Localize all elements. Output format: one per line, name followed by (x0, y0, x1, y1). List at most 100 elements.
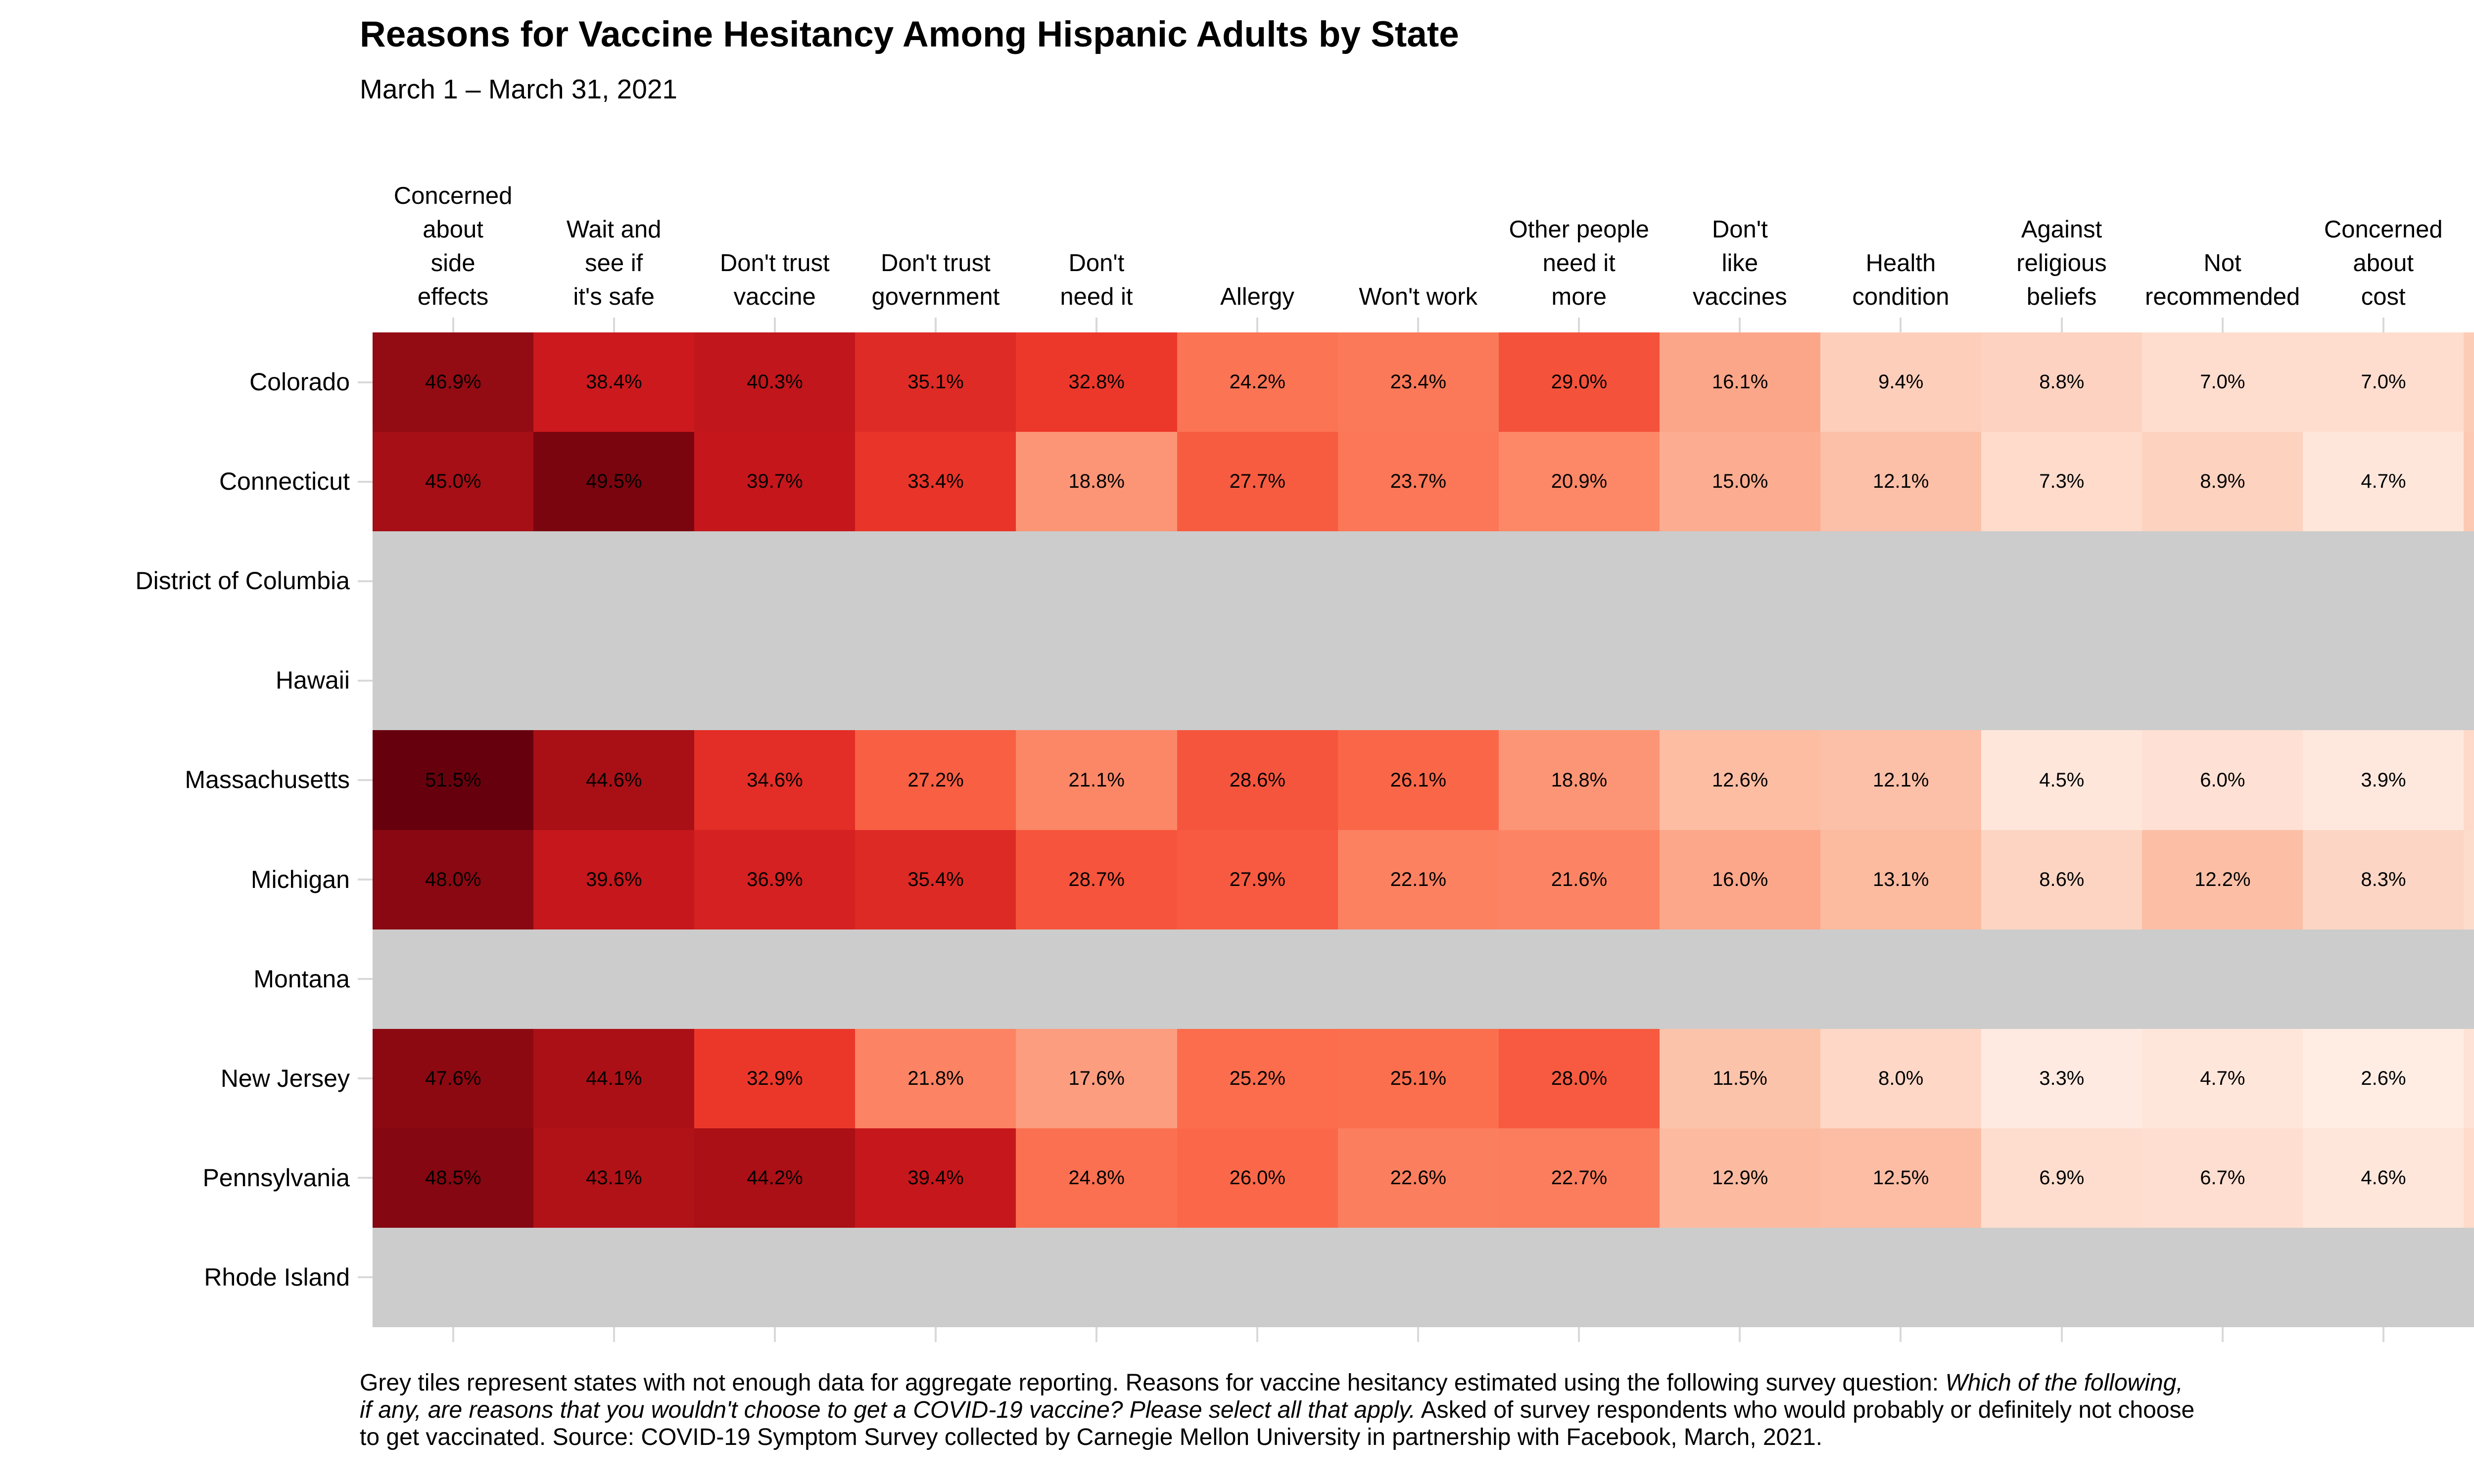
heatmap-cell (2303, 531, 2464, 631)
axis-tick-top (613, 318, 615, 332)
footnote-line-1: Grey tiles represent states with not eno… (360, 1370, 2183, 1396)
column-header: Health condition (1852, 250, 1950, 310)
axis-tick-bottom (934, 1327, 937, 1342)
heatmap-cell: 8.6% (1981, 830, 2142, 930)
heatmap-cell (694, 531, 856, 631)
heatmap-cell (1981, 531, 2142, 631)
heatmap-cell: 7.8% (2464, 730, 2474, 830)
heatmap-cell (855, 631, 1016, 731)
heatmap-cell: 12.1% (1820, 730, 1982, 830)
axis-tick-bottom (1578, 1327, 1580, 1342)
column-header: Don't need it (1060, 250, 1133, 310)
heatmap-cell (533, 929, 695, 1029)
heatmap-cell: 27.9% (1177, 830, 1338, 930)
heatmap-cell: 40.3% (694, 332, 856, 432)
row-label: Montana (253, 965, 350, 993)
heatmap-cell: 6.0% (2142, 730, 2303, 830)
heatmap-cell: 5.7% (2464, 1028, 2474, 1129)
heatmap-cell: 13.1% (1820, 830, 1982, 930)
heatmap-cell (2303, 929, 2464, 1029)
heatmap-cell: 47.6% (373, 1028, 534, 1129)
row-label: Colorado (249, 368, 350, 396)
heatmap-cell: 26.1% (1337, 730, 1499, 830)
heatmap-cell: 18.8% (1016, 432, 1177, 532)
heatmap-cell: 28.0% (1498, 1028, 1660, 1129)
chart-subtitle: March 1 – March 31, 2021 (360, 74, 678, 104)
heatmap-cell (1659, 531, 1821, 631)
heatmap-cell: 22.1% (1337, 830, 1499, 930)
heatmap-cell: 24.8% (1016, 1128, 1177, 1228)
axis-tick-left (358, 978, 373, 980)
column-header: Don't like vaccines (1693, 216, 1787, 310)
heatmap-cell (694, 1227, 856, 1328)
heatmap-cell (1820, 631, 1982, 731)
heatmap-cell: 20.9% (1498, 432, 1660, 532)
heatmap-cell: 25.1% (1337, 1028, 1499, 1129)
heatmap-cell: 45.0% (373, 432, 534, 532)
heatmap-cell (1498, 531, 1660, 631)
heatmap-cell: 51.5% (373, 730, 534, 830)
heatmap-cell: 12.1% (1820, 432, 1982, 532)
heatmap-cell (1498, 631, 1660, 731)
heatmap-cell: 43.1% (533, 1128, 695, 1228)
heatmap-cell: 8.8% (1981, 332, 2142, 432)
heatmap-cell (2142, 929, 2303, 1029)
heatmap-cell: 27.7% (1177, 432, 1338, 532)
heatmap-cell (2464, 929, 2474, 1029)
heatmap-cell: 9.4% (1820, 332, 1982, 432)
heatmap-cell: 12.9% (1659, 1128, 1821, 1228)
heatmap-cell: 6.9% (1981, 1128, 2142, 1228)
footnote-line-2: if any, are reasons that you wouldn't ch… (360, 1397, 2195, 1423)
heatmap-cell (1981, 631, 2142, 731)
heatmap-cell (373, 531, 534, 631)
heatmap-cell: 23.4% (1337, 332, 1499, 432)
heatmap-cell (1337, 1227, 1499, 1328)
heatmap-cell (1659, 929, 1821, 1029)
heatmap-cell (2142, 1227, 2303, 1328)
heatmap-cell (1016, 1227, 1177, 1328)
axis-tick-left (358, 580, 373, 582)
column-header: Concerned about side effects (393, 183, 513, 310)
heatmap-cell (1016, 531, 1177, 631)
heatmap-cell (1820, 1227, 1982, 1328)
heatmap-cell: 48.0% (373, 830, 534, 930)
axis-tick-left (358, 1077, 373, 1080)
heatmap-cell (1337, 929, 1499, 1029)
heatmap-cell: 32.8% (1016, 332, 1177, 432)
heatmap-cell (1337, 631, 1499, 731)
heatmap-cell: 6.7% (2142, 1128, 2303, 1228)
heatmap-cell: 29.0% (1498, 332, 1660, 432)
axis-tick-left (358, 879, 373, 881)
heatmap-cell: 26.0% (1177, 1128, 1338, 1228)
axis-tick-top (773, 318, 776, 332)
heatmap-cell: 7.0% (2303, 332, 2464, 432)
column-header: Won't work (1359, 283, 1478, 310)
heatmap-cell (1981, 1227, 2142, 1328)
heatmap-cell: 4.7% (2142, 1028, 2303, 1129)
axis-tick-bottom (1417, 1327, 1420, 1342)
heatmap-cell (2142, 631, 2303, 731)
heatmap-cell (2142, 531, 2303, 631)
heatmap-cell (1659, 1227, 1821, 1328)
heatmap-cell (855, 531, 1016, 631)
heatmap-cell (1177, 531, 1338, 631)
axis-tick-top (1256, 318, 1259, 332)
axis-tick-top (1739, 318, 1741, 332)
heatmap-cell: 3.9% (2303, 730, 2464, 830)
column-header: Don't trust vaccine (719, 250, 830, 310)
axis-tick-bottom (2382, 1327, 2384, 1342)
heatmap-cell: 10.0% (2464, 332, 2474, 432)
axis-tick-left (358, 679, 373, 682)
heatmap-cell: 44.2% (694, 1128, 856, 1228)
heatmap-cell: 21.8% (855, 1028, 1016, 1129)
column-header: Allergy (1220, 283, 1294, 310)
column-header: Other people need it more (1509, 216, 1649, 310)
axis-tick-bottom (1256, 1327, 1259, 1342)
heatmap-cell: 10.5% (2464, 432, 2474, 532)
axis-tick-bottom (452, 1327, 454, 1342)
row-label: Pennsylvania (202, 1163, 350, 1192)
axis-tick-top (452, 318, 454, 332)
axis-tick-left (358, 779, 373, 781)
row-label: Rhode Island (204, 1263, 350, 1291)
heatmap-cell: 4.5% (1981, 730, 2142, 830)
